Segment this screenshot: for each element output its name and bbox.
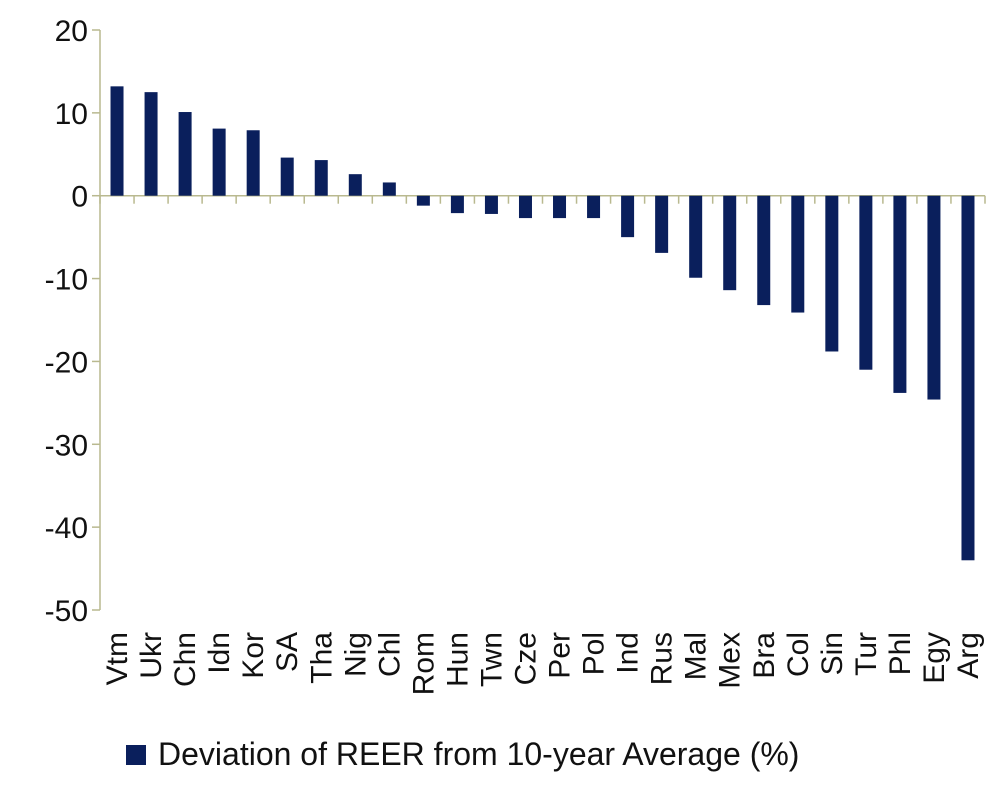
- x-tick-label: Per: [544, 632, 577, 679]
- legend-label: Deviation of REER from 10-year Average (…: [158, 736, 800, 772]
- chart-axes: [92, 29, 986, 611]
- bar-chl: [382, 182, 396, 196]
- x-tick-labels: Vtm Ukr Chn Idn Kor SA Tha Nig Chl Rom Hun Twn Cze Pe…: [101, 632, 985, 696]
- x-tick-label: Arg: [952, 632, 985, 679]
- x-tick-label: Phl: [884, 632, 917, 675]
- bar-tur: [859, 195, 873, 370]
- x-tick-label: Nig: [339, 632, 372, 677]
- y-tick-label: -50: [45, 595, 88, 628]
- bar-vtm: [110, 86, 124, 196]
- bar-twn: [484, 195, 498, 214]
- bar-cze: [518, 195, 532, 219]
- x-tick-label: Chn: [169, 632, 202, 687]
- x-tick-label: Idn: [203, 632, 236, 674]
- x-tick-label: Rom: [407, 632, 440, 695]
- x-tick-label: Twn: [475, 632, 508, 687]
- x-tick-label: Kor: [237, 632, 270, 679]
- bar-arg: [961, 195, 975, 561]
- x-tick-label: Ukr: [135, 632, 168, 679]
- bar-mex: [723, 195, 737, 291]
- y-tick-label: -30: [45, 429, 88, 462]
- bar-rom: [416, 195, 430, 206]
- x-tick-label: SA: [271, 632, 304, 672]
- x-tick-label: Tur: [850, 632, 883, 676]
- x-tick-label: Rus: [646, 632, 679, 685]
- x-tick-label: Mal: [680, 632, 713, 680]
- x-tick-label: Vtm: [101, 632, 134, 685]
- bar-nig: [348, 174, 362, 196]
- bar-col: [791, 195, 805, 313]
- bar-bra: [757, 195, 771, 306]
- bar-sin: [825, 195, 839, 352]
- bar-phl: [893, 195, 907, 393]
- bar-rus: [655, 195, 669, 253]
- x-tick-label: Pol: [578, 632, 611, 675]
- bar-idn: [212, 128, 226, 196]
- legend-swatch: [126, 744, 146, 765]
- bar-tha: [314, 160, 328, 196]
- y-tick-label: 0: [71, 181, 88, 214]
- x-tick-label: Sin: [816, 632, 849, 675]
- x-tick-label: Tha: [305, 632, 338, 684]
- y-tick-label: 10: [55, 98, 88, 131]
- bar-ukr: [144, 92, 158, 196]
- bar-chn: [178, 112, 192, 196]
- bar-kor: [246, 130, 260, 196]
- x-tick-label: Col: [782, 632, 815, 677]
- legend: Deviation of REER from 10-year Average (…: [126, 736, 799, 773]
- bar-ind: [621, 195, 635, 238]
- y-tick-label: 20: [55, 15, 88, 48]
- bar-sa: [280, 157, 294, 196]
- x-tick-label: Egy: [918, 632, 951, 684]
- bar-pol: [587, 195, 601, 219]
- x-tick-label: Ind: [612, 632, 645, 674]
- x-tick-label: Mex: [714, 632, 747, 689]
- y-tick-label: -10: [45, 264, 88, 297]
- x-tick-label: Chl: [373, 632, 406, 677]
- y-tick-label: -20: [45, 346, 88, 379]
- y-tick-labels: 20 10 0 -10 -20 -30 -40 -50: [45, 15, 88, 628]
- bar-mal: [689, 195, 703, 278]
- x-tick-label: Cze: [509, 632, 542, 685]
- x-tick-label: Bra: [748, 632, 781, 679]
- bar-per: [553, 195, 567, 219]
- bar-hun: [450, 195, 464, 214]
- x-tick-label: Hun: [441, 632, 474, 687]
- chart-bars: [110, 86, 975, 561]
- y-tick-label: -40: [45, 512, 88, 545]
- bar-egy: [927, 195, 941, 400]
